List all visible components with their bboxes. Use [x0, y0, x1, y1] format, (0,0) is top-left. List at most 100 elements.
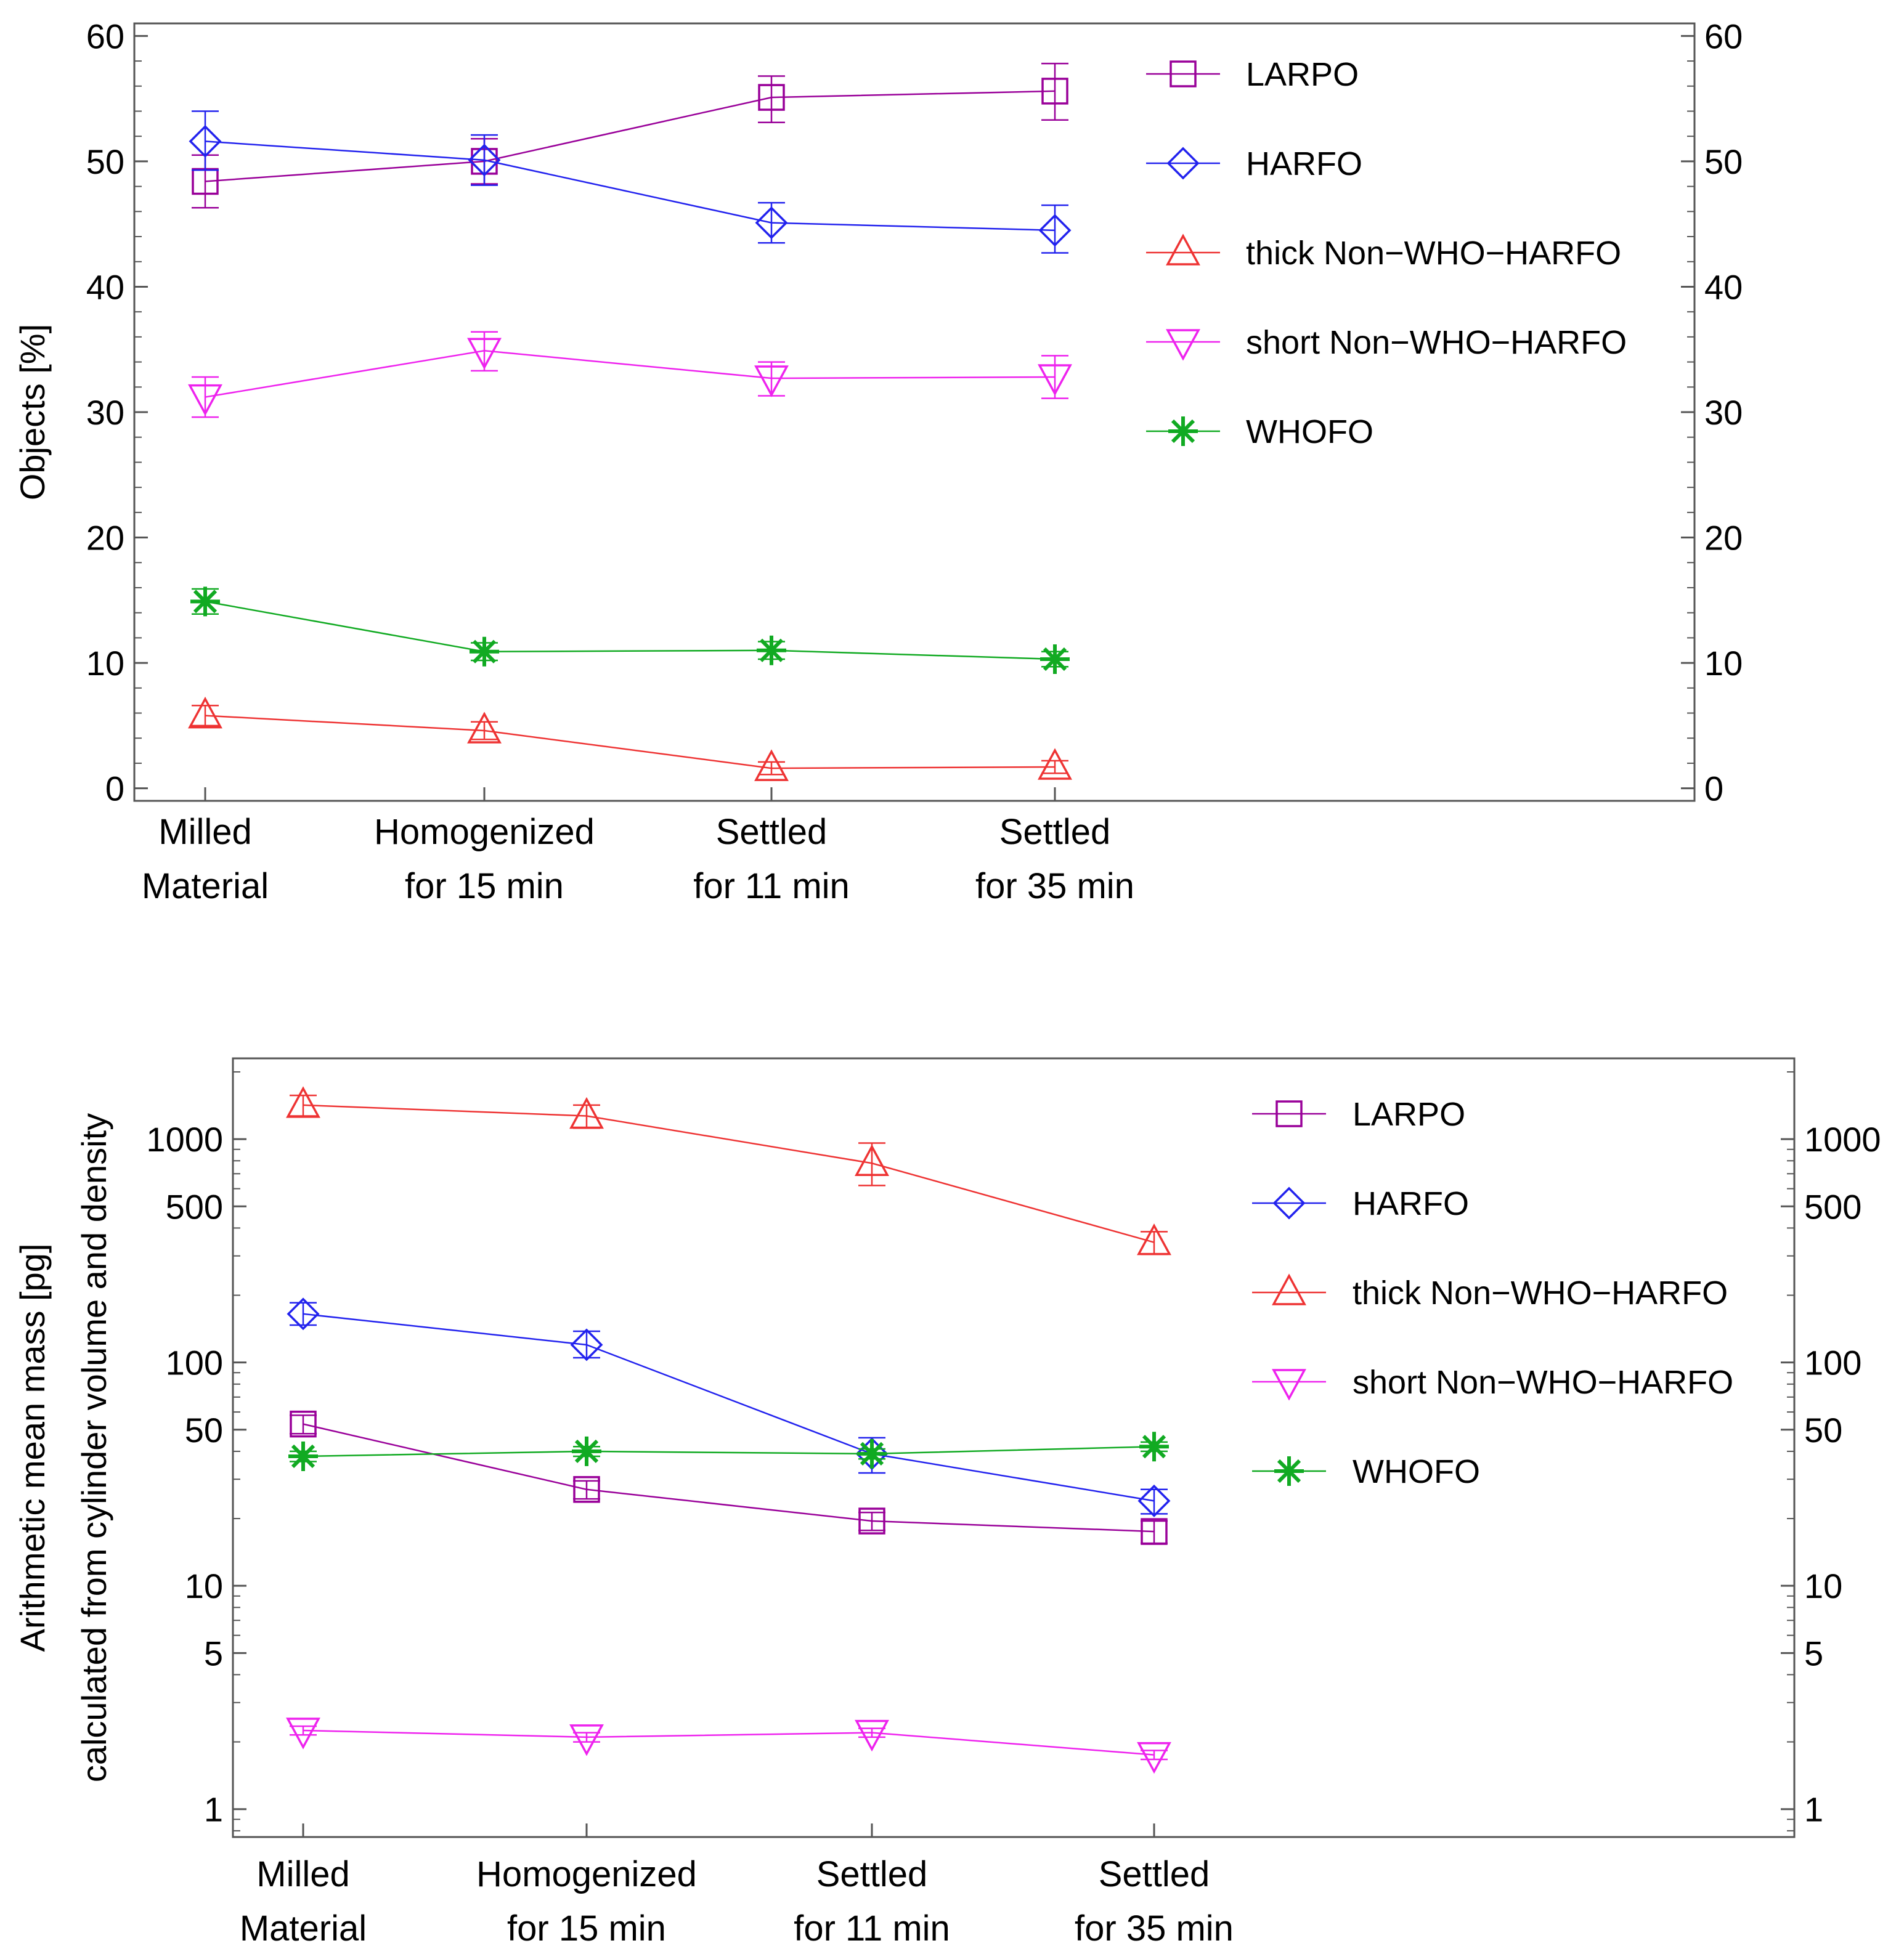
legend-marker: [1272, 1186, 1306, 1220]
y-tick-label-left: 100: [166, 1344, 223, 1382]
legend-label: HARFO: [1353, 1185, 1469, 1222]
y-tick-label-left: 5: [204, 1634, 223, 1673]
data-point-marker: [757, 635, 786, 665]
y-tick-label-right: 5: [1804, 1634, 1823, 1673]
legend-marker: [1166, 147, 1200, 180]
y-tick-label-right: 20: [1704, 519, 1743, 558]
x-tick-label-line1: Milled: [158, 812, 252, 852]
x-tick-label-line2: for 11 min: [794, 1908, 950, 1949]
series-triangle-up: [188, 696, 1072, 781]
series-asterisk: [190, 586, 1070, 674]
legend-label: short Non−WHO−HARFO: [1353, 1364, 1733, 1401]
y-tick-label-right: 1000: [1804, 1120, 1881, 1159]
series-line: [303, 1729, 1155, 1756]
data-point-marker: [286, 1718, 320, 1750]
data-point-marker: [470, 636, 499, 667]
legend-label: HARFO: [1246, 145, 1362, 182]
x-tick-label-line2: Material: [240, 1908, 367, 1949]
y-tick-label-left: 30: [86, 393, 124, 432]
x-tick-label-line2: for 15 min: [405, 866, 564, 906]
series-triangle-down: [188, 331, 1072, 418]
y-tick-label-left: 40: [86, 267, 124, 306]
y-tick-label-right: 0: [1704, 769, 1723, 808]
data-point-marker: [467, 712, 502, 744]
legend-label: WHOFO: [1353, 1453, 1480, 1490]
legend-marker: [1166, 329, 1200, 361]
y-tick-label-left: 60: [86, 17, 124, 55]
y-tick-label-left: 500: [166, 1187, 223, 1226]
x-tick-label-line1: Settled: [816, 1854, 928, 1894]
chart-objects-percent: 0 0 10 10 20 20 30 30 40 40 50 50 60 60 Milled Material…: [13, 17, 1743, 906]
data-point-marker: [288, 1442, 318, 1471]
x-tick-label-line2: for 35 min: [1075, 1908, 1234, 1949]
y-axis-title: Objects [%]: [13, 324, 52, 500]
data-point-marker: [1038, 748, 1072, 780]
data-point-marker: [754, 749, 789, 781]
data-point-marker: [754, 365, 789, 397]
legend-marker: [1272, 1369, 1306, 1401]
data-point-marker: [188, 384, 222, 416]
series-diamond: [189, 110, 1072, 254]
data-point-marker: [755, 206, 788, 240]
data-point-marker: [290, 1410, 317, 1438]
x-tick-label-line1: Settled: [999, 812, 1111, 852]
legend-marker: [1272, 1273, 1306, 1305]
y-tick-label-right: 1: [1804, 1790, 1823, 1829]
data-point-marker: [468, 144, 501, 177]
legend-label: short Non−WHO−HARFO: [1246, 324, 1627, 361]
data-point-marker: [569, 1724, 604, 1756]
y-tick-label-right: 60: [1704, 17, 1743, 55]
data-point-marker: [287, 1297, 320, 1331]
y-tick-label-right: 40: [1704, 267, 1743, 306]
legend-marker: [1168, 416, 1198, 446]
y-tick-label-left: 1: [204, 1790, 223, 1829]
series-triangle-down: [286, 1718, 1171, 1774]
data-point-marker: [569, 1097, 604, 1129]
y-tick-label-right: 10: [1804, 1567, 1842, 1605]
series-line: [303, 1104, 1155, 1243]
y-tick-label-left: 20: [86, 519, 124, 558]
legend-label: WHOFO: [1246, 413, 1373, 450]
data-point-marker: [570, 1328, 603, 1361]
data-point-marker: [1038, 364, 1072, 396]
series-line: [205, 90, 1056, 182]
data-point-marker: [1137, 1223, 1171, 1255]
y-tick-label-right: 10: [1704, 644, 1743, 683]
series-line: [205, 140, 1056, 232]
y-tick-label-right: 100: [1804, 1344, 1861, 1382]
plot-frame: [133, 22, 1696, 802]
legend-label: thick Non−WHO−HARFO: [1246, 235, 1621, 272]
y-axis-title-line: calculated from cylinder volume and dens…: [75, 1113, 113, 1782]
data-point-marker: [188, 696, 222, 729]
data-point-marker: [467, 338, 502, 370]
y-tick-label-right: 500: [1804, 1187, 1861, 1226]
plot-frame: [232, 1057, 1796, 1838]
series-line: [205, 350, 1056, 398]
x-tick-label-line1: Homogenized: [374, 812, 595, 852]
y-tick-label-right: 30: [1704, 393, 1743, 432]
legend-marker: [1275, 1100, 1303, 1127]
legend-label: LARPO: [1353, 1096, 1465, 1133]
data-point-marker: [286, 1086, 320, 1118]
x-tick-label-line1: Settled: [1099, 1854, 1210, 1894]
y-tick-label-left: 0: [105, 769, 124, 808]
y-tick-label-left: 1000: [146, 1120, 223, 1159]
data-point-marker: [189, 124, 222, 158]
legend-label: LARPO: [1246, 56, 1359, 93]
series-asterisk: [288, 1432, 1169, 1471]
legend: LARPO HARFO thick Non−WHO−HARFO short Non−W…: [1252, 1096, 1733, 1490]
data-point-marker: [1139, 1432, 1169, 1462]
legend-marker: [1170, 60, 1197, 87]
legend-marker: [1274, 1456, 1304, 1486]
series-line: [303, 1423, 1155, 1533]
y-axis-title-line: Arithmetic mean mass [pg]: [13, 1244, 52, 1652]
x-tick-label-line2: for 35 min: [975, 866, 1134, 906]
series-diamond: [287, 1297, 1171, 1517]
data-point-marker: [572, 1436, 601, 1466]
y-tick-label-left: 50: [86, 142, 124, 181]
series-line: [205, 715, 1056, 769]
data-point-marker: [1141, 1518, 1168, 1545]
x-tick-label-line1: Milled: [256, 1854, 350, 1894]
chart-mean-mass: 1 1 5 5 10 10 50 50 100 100 500 500 1000 1000 Milled Ma…: [13, 1057, 1881, 1949]
legend: LARPO HARFO thick Non−WHO−HARFO short Non−W…: [1146, 56, 1627, 450]
